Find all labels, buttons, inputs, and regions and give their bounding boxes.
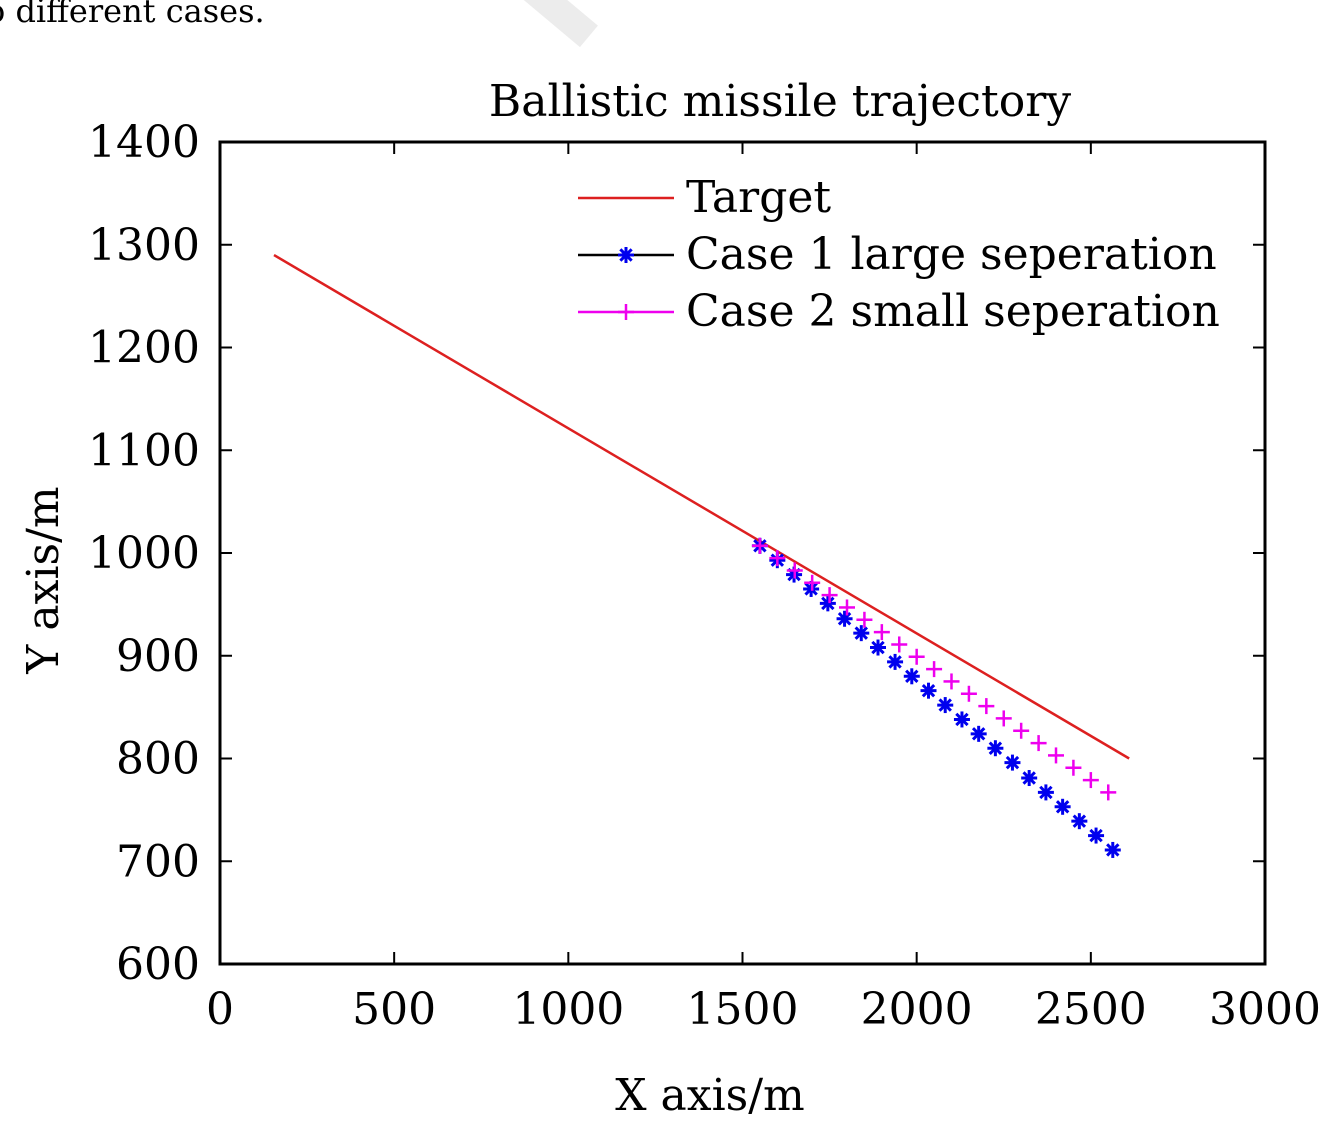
x-tick-label: 2000 (861, 984, 973, 1035)
x-tick-label: 3000 (1209, 984, 1321, 1035)
data-point (970, 725, 987, 742)
legend-entry-3: Case 2 small seperation (578, 286, 1220, 337)
data-point (853, 625, 870, 642)
data-point (769, 550, 786, 567)
data-point (903, 668, 920, 685)
series-1 (273, 253, 1130, 760)
y-tick-label: 1000 (88, 528, 200, 579)
data-point (908, 648, 925, 665)
y-axis-label: Y axis/m (18, 486, 69, 674)
x-tick-label: 0 (206, 984, 234, 1035)
data-point (1071, 813, 1088, 830)
series-3 (751, 537, 1117, 801)
legend-label: Case 2 small seperation (686, 286, 1220, 337)
axis-ticks: 0 500 1000 1500 2000 2500 3000 600 700 800 900 1000… (88, 117, 1321, 1035)
x-tick-label: 1500 (687, 984, 799, 1035)
legend-entry-2: Case 1 large seperation (578, 229, 1217, 280)
data-point (1082, 772, 1099, 789)
series-2 (751, 537, 1121, 858)
data-point (856, 611, 873, 628)
series-line-target (273, 253, 1130, 760)
data-point (943, 673, 960, 690)
data-point (1065, 759, 1082, 776)
x-tick-label: 1000 (512, 984, 624, 1035)
y-tick-label: 800 (116, 734, 200, 785)
data-point (1100, 784, 1117, 801)
data-point (1104, 841, 1121, 858)
data-point (873, 624, 890, 641)
y-tick-label: 900 (116, 631, 200, 682)
data-point (937, 697, 954, 714)
data-point (960, 685, 977, 702)
chart-title: Ballistic missile trajectory (489, 76, 1071, 127)
y-tick-label: 600 (116, 939, 200, 990)
y-tick-label: 1400 (88, 117, 200, 168)
x-tick-label: 500 (352, 984, 436, 1035)
legend-label: Case 1 large seperation (686, 229, 1217, 280)
x-axis-label: X axis/m (615, 1070, 805, 1121)
y-tick-label: 1100 (88, 425, 200, 476)
data-point (804, 574, 821, 591)
data-point (920, 682, 937, 699)
data-point (819, 595, 836, 612)
plot-area (273, 253, 1130, 858)
y-tick-label: 1200 (88, 323, 200, 374)
data-point (870, 639, 887, 656)
legend-label: Target (686, 172, 831, 223)
y-tick-label: 700 (116, 836, 200, 887)
data-point (987, 740, 1004, 757)
data-point (926, 661, 943, 678)
data-point (1054, 798, 1071, 815)
data-point (1037, 784, 1054, 801)
data-point (995, 710, 1012, 727)
data-point (821, 587, 838, 604)
data-point (786, 562, 803, 579)
data-point (1048, 747, 1064, 764)
data-point (1004, 754, 1021, 771)
legend-marker (618, 247, 634, 263)
legend-entry-1: Target (578, 172, 831, 223)
y-tick-label: 1300 (88, 220, 200, 271)
caption-fragment: o different cases. (0, 0, 265, 30)
data-point (1021, 770, 1038, 787)
data-point (978, 698, 995, 715)
data-point (839, 599, 855, 616)
data-point (751, 537, 768, 554)
data-point (887, 653, 904, 670)
legend-marker (618, 304, 634, 320)
data-point (1013, 722, 1030, 739)
data-point (953, 711, 970, 728)
data-point (1088, 827, 1105, 844)
data-point (836, 610, 853, 627)
x-tick-label: 2500 (1035, 984, 1147, 1035)
data-point (891, 636, 908, 653)
legend: Target Case 1 large seperation Case 2 smal… (578, 172, 1220, 337)
data-point (1030, 735, 1047, 752)
